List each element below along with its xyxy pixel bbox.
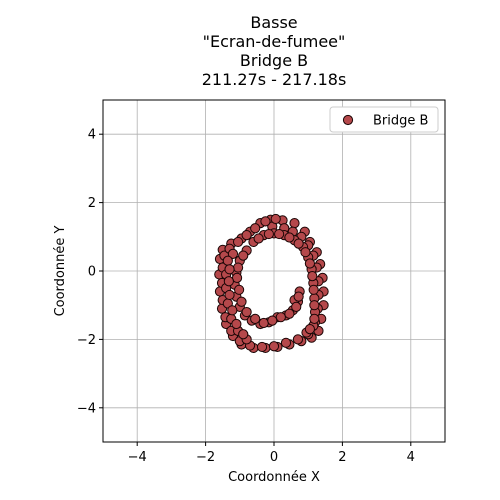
y-tick-label-3: 2 [88, 196, 96, 211]
title-line-1: Basse [250, 13, 297, 32]
data-point [238, 329, 249, 340]
x-tick-label-2: 0 [270, 450, 278, 465]
data-point [284, 232, 295, 243]
data-point [284, 308, 295, 319]
data-point [308, 284, 319, 295]
data-point [224, 264, 235, 275]
plot-area [102, 99, 446, 443]
data-point [241, 306, 252, 318]
x-tick-label-1: −2 [196, 450, 215, 465]
grid-lines [103, 100, 445, 442]
data-point [232, 262, 244, 273]
title-line-4: 211.27s - 217.18s [202, 70, 347, 89]
data-point [280, 337, 292, 348]
y-tick-label-1: −2 [77, 333, 96, 348]
data-point [293, 291, 304, 302]
data-point [300, 247, 311, 258]
data-point [292, 334, 304, 345]
y-tick-label-4: 4 [88, 128, 96, 143]
data-point [275, 312, 286, 323]
data-point [241, 229, 252, 241]
data-point [224, 289, 235, 301]
data-point [260, 216, 271, 227]
x-axis-label: Coordonnée X [228, 470, 320, 485]
y-tick-label-2: 0 [88, 265, 96, 280]
x-tick-label-4: 4 [407, 450, 415, 465]
data-point [274, 228, 285, 240]
data-point [293, 238, 304, 249]
y-axis-ticks: −4 −2 0 2 4 [77, 128, 103, 416]
data-point [291, 301, 302, 313]
data-point [256, 341, 268, 353]
data-point [227, 305, 238, 316]
data-point [270, 213, 281, 225]
data-point [304, 324, 316, 335]
data-point [309, 313, 320, 324]
data-point [258, 317, 269, 329]
legend-box [329, 106, 439, 133]
data-point [289, 218, 300, 229]
y-axis-label: Coordonnée Y [53, 226, 68, 317]
data-point [253, 233, 264, 244]
data-point [268, 341, 280, 352]
legend-marker [342, 114, 354, 126]
title-line-2: "Ecran-de-fumee" [203, 32, 346, 51]
data-point [236, 296, 247, 307]
data-point [267, 315, 278, 326]
legend-entry-bridge-b: Bridge B [373, 114, 428, 129]
data-point [250, 313, 261, 324]
data-point [231, 318, 242, 330]
data-point [263, 228, 274, 240]
data-point [250, 223, 261, 234]
y-tick-label-0: −4 [77, 401, 96, 416]
x-tick-label-3: 2 [338, 450, 346, 465]
x-tick-label-0: −4 [128, 450, 147, 465]
data-point [234, 284, 245, 295]
data-point [223, 276, 234, 287]
data-point [222, 255, 233, 266]
data-point [238, 250, 249, 261]
data-point [309, 300, 320, 311]
data-point [304, 258, 316, 269]
data-point [232, 236, 244, 248]
x-axis-ticks: −4 −2 0 2 4 [128, 442, 415, 465]
title-line-3: Bridge B [240, 51, 308, 70]
data-point [227, 248, 239, 259]
data-point [307, 271, 318, 282]
data-points [214, 213, 329, 354]
legend: Bridge B [329, 106, 439, 133]
